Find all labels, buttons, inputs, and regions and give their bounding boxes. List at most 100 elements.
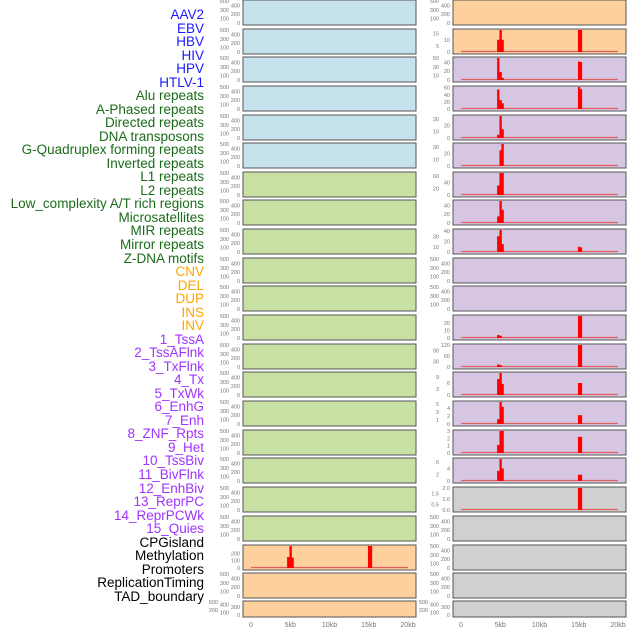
y-tick-label: 300 <box>220 438 229 444</box>
y-tick-label: 0 <box>447 50 450 56</box>
track-label: Low_complexity A/T rich regions <box>10 196 204 212</box>
y-tick-label: 20 <box>444 240 450 246</box>
y-tick-label: 4 <box>447 466 450 472</box>
y-tick-label: 2 <box>447 436 450 442</box>
y-tick-label: 400 <box>231 118 240 124</box>
track-label: Mirror repeats <box>119 237 204 252</box>
y-tick-label: 300 <box>220 323 229 329</box>
y-tick-label: 200 <box>231 270 240 276</box>
track-label: DUP <box>175 291 204 307</box>
y-tick-label: 300 <box>220 524 229 530</box>
panel-background <box>452 314 627 341</box>
bar <box>497 216 500 223</box>
track-label: AAV2 <box>170 7 204 22</box>
y-tick-label: 100 <box>430 17 439 23</box>
y-tick-label: 300 <box>220 123 229 129</box>
y-tick-label: 200 <box>209 608 218 614</box>
y-tick-label: 3 <box>436 410 439 416</box>
bar <box>497 236 500 252</box>
y-tick-label: 400 <box>231 261 240 267</box>
y-tick-label: 0 <box>237 336 240 342</box>
y-tick-label: 200 <box>441 585 450 591</box>
panel-background <box>452 515 627 542</box>
y-tick-label: 400 <box>231 461 240 467</box>
track-panel: 0 10 20 30 <box>433 114 627 142</box>
y-tick-label: 200 <box>231 470 240 476</box>
bar <box>579 436 583 453</box>
y-tick-label: 0 <box>447 336 450 342</box>
y-tick-label: 100 <box>220 217 229 223</box>
y-tick-label: 9 <box>436 375 439 381</box>
bar <box>501 103 504 109</box>
bar <box>497 444 500 453</box>
track-label: 15_Quies <box>146 521 204 537</box>
y-tick-label: 200 <box>231 155 240 161</box>
panel-background <box>242 142 417 169</box>
y-tick-label: 0 <box>447 451 450 457</box>
y-tick-label: 400 <box>231 146 240 152</box>
track-label: HBV <box>176 34 204 50</box>
y-tick-label: 20 <box>444 69 450 75</box>
panel-background <box>242 285 417 312</box>
panel-background <box>242 28 417 55</box>
y-tick-label: 500 <box>430 515 439 521</box>
bar <box>499 201 502 223</box>
bar <box>367 546 371 568</box>
panel-background <box>242 486 417 513</box>
y-tick-label: 300 <box>220 409 229 415</box>
y-tick-label: 400 <box>441 261 450 267</box>
track-label: DNA transposons <box>98 128 204 144</box>
y-tick-label: 20 <box>444 321 450 327</box>
track-label: 2_TssAFlnk <box>134 345 204 361</box>
y-tick-label: 300 <box>220 8 229 14</box>
track-panel: 0 10 20 30 <box>433 142 627 170</box>
y-tick-label: 0 <box>237 537 240 543</box>
track-label: Z-DNA motifs <box>123 250 204 266</box>
track-label: Promoters <box>141 561 204 577</box>
panel-background <box>452 486 627 513</box>
y-tick-label: 100 <box>220 103 229 109</box>
bar <box>499 373 502 395</box>
panel-background <box>452 114 627 141</box>
y-tick-label: 0 <box>237 221 240 227</box>
panel-background <box>452 285 627 312</box>
y-tick-label: 200 <box>231 12 240 18</box>
y-tick-label: 0 <box>447 307 450 313</box>
y-tick-label: 0 <box>447 107 450 113</box>
y-tick-label: 15 <box>433 32 439 38</box>
y-tick-label: 30 <box>433 145 439 151</box>
y-tick-label: 0 <box>447 365 450 371</box>
y-tick-label: 400 <box>231 490 240 496</box>
bar <box>577 87 581 109</box>
y-tick-label: 20 <box>444 151 450 157</box>
y-tick-label: 500 <box>220 199 229 205</box>
y-tick-label: 400 <box>231 175 240 181</box>
y-tick-label: 500 <box>220 486 229 492</box>
track-label: TAD_boundary <box>114 588 204 604</box>
y-tick-label: 30 <box>433 65 439 71</box>
y-tick-label: 0 <box>447 221 450 227</box>
y-tick-label: 10 <box>444 328 450 334</box>
y-tick-label: 0 <box>447 279 450 285</box>
bar <box>497 334 500 338</box>
y-tick-label: 10 <box>444 38 450 44</box>
y-tick-label: 400 <box>441 3 450 9</box>
track-label: G-Quadruplex forming repeats <box>21 142 204 158</box>
panel-background <box>242 171 417 198</box>
panel-background <box>242 600 417 618</box>
y-tick-label: 400 <box>231 375 240 381</box>
track-panel: 0 5 10 15 <box>433 28 627 56</box>
y-tick-label: 200 <box>231 98 240 104</box>
panel-background <box>452 85 627 112</box>
bar <box>497 379 500 395</box>
y-tick-label: 200 <box>441 270 450 276</box>
y-tick-label: 10 <box>433 130 439 136</box>
y-tick-label: 500 <box>220 343 229 349</box>
